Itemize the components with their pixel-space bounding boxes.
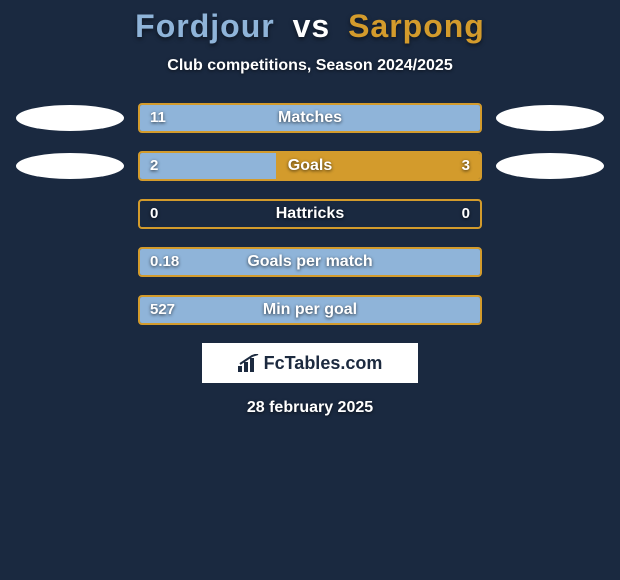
spacer bbox=[16, 297, 124, 323]
player2-marker bbox=[496, 153, 604, 179]
stat-row: 00Hattricks bbox=[0, 199, 620, 229]
stat-row: 11Matches bbox=[0, 103, 620, 133]
stat-label: Min per goal bbox=[140, 297, 480, 323]
stat-bar: 00Hattricks bbox=[138, 199, 482, 229]
player1-name: Fordjour bbox=[135, 8, 275, 44]
stat-bar: 11Matches bbox=[138, 103, 482, 133]
date-line: 28 february 2025 bbox=[0, 399, 620, 417]
subtitle: Club competitions, Season 2024/2025 bbox=[0, 57, 620, 75]
stat-bar: 23Goals bbox=[138, 151, 482, 181]
spacer bbox=[496, 249, 604, 275]
chart-icon bbox=[238, 354, 260, 372]
stat-bar: 0.18Goals per match bbox=[138, 247, 482, 277]
spacer bbox=[16, 201, 124, 227]
comparison-infographic: Fordjour vs Sarpong Club competitions, S… bbox=[0, 0, 620, 417]
stat-row: 527Min per goal bbox=[0, 295, 620, 325]
page-title: Fordjour vs Sarpong bbox=[0, 8, 620, 45]
player1-marker bbox=[16, 105, 124, 131]
stat-label: Hattricks bbox=[140, 201, 480, 227]
player2-marker bbox=[496, 105, 604, 131]
stat-label: Goals bbox=[140, 153, 480, 179]
spacer bbox=[496, 297, 604, 323]
logo: FcTables.com bbox=[238, 353, 383, 374]
stats-list: 11Matches 23Goals 00Hattricks 0.18Goals per… bbox=[0, 103, 620, 325]
stat-bar: 527Min per goal bbox=[138, 295, 482, 325]
stat-label: Goals per match bbox=[140, 249, 480, 275]
logo-text: FcTables.com bbox=[264, 353, 383, 374]
title-vs: vs bbox=[293, 8, 331, 44]
stat-row: 23Goals bbox=[0, 151, 620, 181]
stat-row: 0.18Goals per match bbox=[0, 247, 620, 277]
logo-box[interactable]: FcTables.com bbox=[202, 343, 418, 383]
player2-name: Sarpong bbox=[348, 8, 485, 44]
spacer bbox=[16, 249, 124, 275]
spacer bbox=[496, 201, 604, 227]
player1-marker bbox=[16, 153, 124, 179]
stat-label: Matches bbox=[140, 105, 480, 131]
